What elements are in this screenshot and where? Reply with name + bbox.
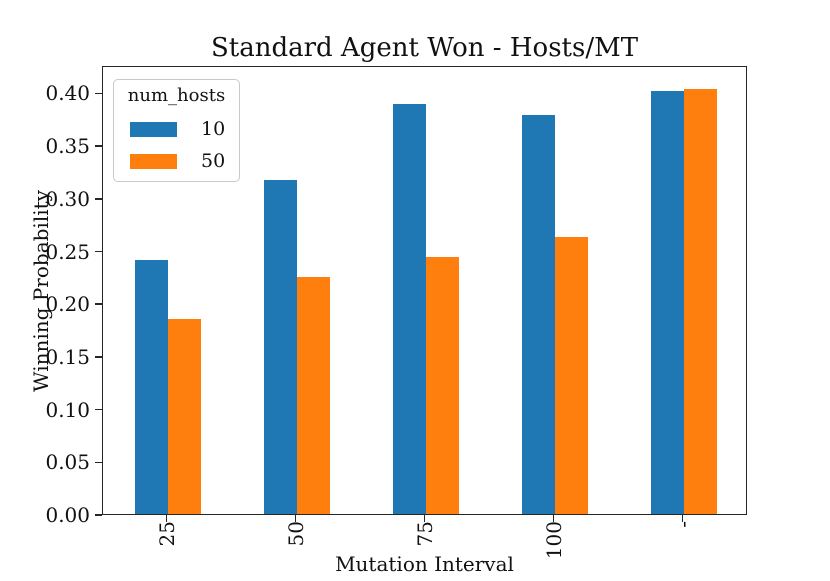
chart-title: Standard Agent Won - Hosts/MT — [210, 33, 639, 63]
y-tick-label: 0.10 — [45, 397, 90, 422]
y-tick-mark — [95, 198, 102, 200]
bar-10-25 — [134, 260, 168, 514]
legend-entry-label: 10 — [201, 117, 226, 140]
y-tick-mark — [95, 303, 102, 305]
x-tick-label: 75 — [412, 521, 437, 547]
y-tick-mark — [95, 514, 102, 516]
x-tick-mark — [294, 515, 297, 522]
legend-entries: 10 50 — [124, 117, 229, 172]
y-tick-mark — [95, 145, 102, 147]
y-tick-label: 0.20 — [45, 292, 90, 317]
legend-swatch — [130, 121, 177, 137]
bar-10-75 — [392, 104, 426, 514]
y-tick-mark — [95, 356, 102, 358]
y-tick-mark — [95, 461, 102, 464]
x-tick-label: 100 — [541, 521, 566, 560]
y-tick-label: 0.15 — [45, 344, 90, 369]
y-tick-label: 0.30 — [45, 186, 90, 211]
y-tick-label: 0.25 — [45, 239, 90, 264]
x-tick-label: - — [670, 521, 695, 528]
bar-10-50 — [263, 179, 297, 514]
legend-swatch — [130, 153, 177, 169]
x-tick-mark — [165, 515, 168, 522]
y-tick-label: 0.40 — [45, 81, 90, 106]
x-tick-mark — [681, 515, 684, 522]
legend: num_hosts 10 50 — [113, 79, 240, 182]
legend-title: num_hosts — [127, 85, 226, 106]
x-tick-mark — [423, 515, 426, 522]
y-tick-mark — [95, 250, 102, 253]
plot-area — [102, 66, 747, 515]
y-tick-label: 0.05 — [45, 450, 90, 475]
bar-50-100 — [554, 236, 588, 514]
x-axis-label: Mutation Interval — [335, 552, 514, 576]
bar-50-25 — [167, 319, 201, 514]
bar-50-- — [683, 89, 717, 514]
bar-10-- — [650, 91, 684, 514]
bar-10-100 — [521, 114, 555, 514]
legend-entry: 10 — [130, 117, 229, 140]
y-tick-label: 0.00 — [45, 503, 90, 527]
y-tick-label: 0.35 — [45, 134, 90, 159]
x-tick-mark — [552, 515, 555, 522]
bar-50-75 — [425, 256, 459, 514]
y-tick-mark — [95, 92, 102, 95]
bar-50-50 — [296, 276, 330, 514]
x-tick-label: 50 — [283, 521, 308, 547]
x-tick-label: 25 — [154, 521, 179, 547]
legend-entry-label: 50 — [201, 149, 226, 172]
legend-entry: 50 — [130, 149, 229, 172]
y-tick-mark — [95, 408, 102, 411]
